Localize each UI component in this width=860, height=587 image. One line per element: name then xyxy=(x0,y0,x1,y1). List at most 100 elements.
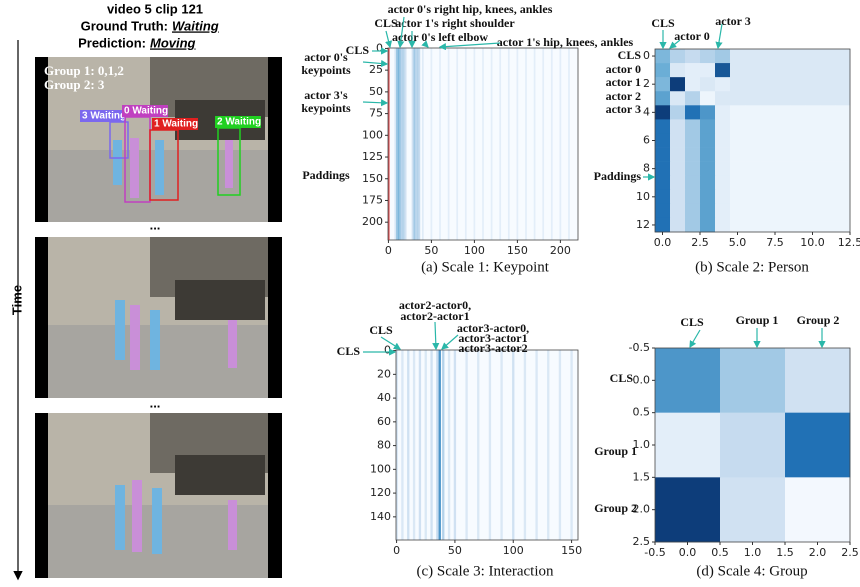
heatmap-cell xyxy=(730,175,746,191)
heatmap-stripe xyxy=(533,48,536,240)
annotation: Group 1 xyxy=(594,444,637,458)
truth-value: Waiting xyxy=(172,18,219,33)
heatmap-stripe xyxy=(415,48,417,240)
heatmap-cell xyxy=(745,63,761,78)
annotation: CLS xyxy=(337,344,361,358)
heatmap-cell xyxy=(775,133,791,148)
y-tick-label: 50 xyxy=(369,85,383,98)
heatmap-cell xyxy=(805,91,821,106)
heatmap-stripe xyxy=(568,48,570,240)
x-tick-label: 7.5 xyxy=(766,236,784,249)
heatmap-cell xyxy=(745,217,761,233)
heatmap-cell xyxy=(790,189,806,205)
heatmap-cell xyxy=(685,63,701,78)
y-tick-label: 1.5 xyxy=(633,470,651,483)
heatmap-cell xyxy=(805,133,821,148)
annotation: CLS xyxy=(651,16,675,30)
heatmap-stripe xyxy=(550,48,553,240)
y-tick-label: 60 xyxy=(377,415,391,428)
prediction-value: Moving xyxy=(150,35,196,50)
annotation: actor 0 xyxy=(606,62,641,76)
y-tick-label: 40 xyxy=(377,391,391,404)
heatmap-stripe xyxy=(416,48,419,240)
annotation: keypoints xyxy=(301,63,351,77)
heatmap-cell xyxy=(835,77,851,92)
heatmap-cell xyxy=(730,217,746,233)
x-tick-label: 0 xyxy=(385,244,392,257)
heatmap-cell xyxy=(700,147,716,162)
box-label: 3 Waiting xyxy=(82,111,126,122)
x-tick-label: 50 xyxy=(448,544,462,557)
y-tick-label: 100 xyxy=(362,128,383,141)
heatmap-cell xyxy=(700,91,716,106)
annotation: actor 2 xyxy=(606,89,641,103)
heatmap-stripe xyxy=(490,48,493,240)
y-tick-label: 140 xyxy=(370,510,391,523)
heatmap-cell xyxy=(670,147,686,162)
heatmap-cell xyxy=(685,203,701,219)
annotation: CLS xyxy=(369,323,393,337)
heatmap-cell xyxy=(820,119,836,134)
heatmap-cell xyxy=(655,477,721,543)
heatmap-stripe xyxy=(500,350,503,540)
annotation: Paddings xyxy=(302,168,350,182)
heatmap-cell xyxy=(820,63,836,78)
heatmap-stripe xyxy=(535,350,538,540)
heatmap-cell xyxy=(820,217,836,233)
heatmap-cell xyxy=(820,77,836,92)
heatmap-cell xyxy=(790,119,806,134)
x-tick-label: 150 xyxy=(561,544,582,557)
annotation-arrow xyxy=(669,39,681,49)
x-tick-label: 0.5 xyxy=(711,546,729,559)
heatmap-background xyxy=(396,350,578,540)
annotation-arrow xyxy=(362,59,389,68)
heatmap-cell xyxy=(730,49,746,64)
x-tick-label: 2.0 xyxy=(809,546,827,559)
heatmap-cell xyxy=(805,119,821,134)
y-tick-label: 20 xyxy=(377,367,391,380)
heatmap-cell xyxy=(785,477,851,543)
heatmap-cell xyxy=(685,147,701,162)
y-tick-label: 0.0 xyxy=(633,373,651,386)
heatmap-stripe xyxy=(507,48,510,240)
heatmap-stripe xyxy=(465,350,468,540)
heatmap-cell xyxy=(760,91,776,106)
heatmap-cell xyxy=(720,477,786,543)
heatmap-stripe xyxy=(558,350,562,540)
heatmap-stripe xyxy=(430,350,433,540)
heatmap-cell xyxy=(790,147,806,162)
heatmap-stripe xyxy=(401,350,404,540)
heatmap-cell xyxy=(670,77,686,92)
heatmap-cell xyxy=(835,133,851,148)
annotation: CLS xyxy=(374,16,398,30)
heatmap-cell xyxy=(820,105,836,120)
heatmap-cell xyxy=(655,175,671,191)
x-tick-label: 2.5 xyxy=(841,546,859,559)
heatmap-cell xyxy=(715,49,731,64)
heatmap-cell xyxy=(655,49,671,64)
heatmap-cell xyxy=(715,133,731,148)
heatmap-cell xyxy=(790,133,806,148)
heatmap-cell xyxy=(730,119,746,134)
box-tag xyxy=(80,110,126,122)
y-tick-label: 0 xyxy=(643,49,650,62)
heatmap-cell xyxy=(670,217,686,233)
heatmap-cell xyxy=(655,203,671,219)
frame1-people xyxy=(113,138,233,198)
header-title: video 5 clip 121 xyxy=(107,1,203,16)
y-tick-label: 80 xyxy=(377,439,391,452)
x-tick-label: 1.5 xyxy=(776,546,794,559)
x-tick-label: 50 xyxy=(424,244,438,257)
x-tick-label: 100 xyxy=(464,244,485,257)
box-label: 0 Waiting xyxy=(124,106,168,117)
heatmap-cell xyxy=(720,412,786,478)
heatmap-stripe xyxy=(424,350,427,540)
x-tick-label: 5.0 xyxy=(729,236,747,249)
heatmap-cell xyxy=(835,49,851,64)
annotation-arrow xyxy=(689,329,701,349)
x-tick-label: 200 xyxy=(550,244,571,257)
annotation-arrow xyxy=(397,16,405,49)
heatmap-stripe xyxy=(453,350,457,540)
heatmap-cell xyxy=(700,77,716,92)
x-tick-label: 12.5 xyxy=(838,236,860,249)
